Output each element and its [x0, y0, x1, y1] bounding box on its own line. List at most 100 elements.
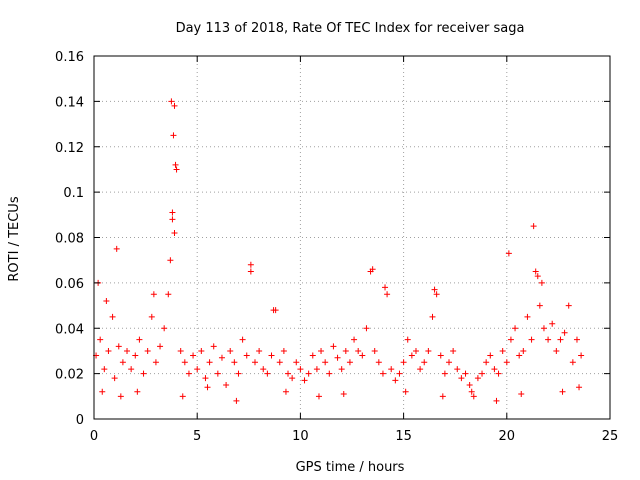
data-point — [172, 161, 179, 168]
data-point — [204, 384, 211, 391]
data-point — [553, 347, 560, 354]
y-tick-label: 0.12 — [55, 141, 84, 156]
data-point — [479, 370, 486, 377]
data-point — [576, 384, 583, 391]
data-point — [441, 370, 448, 377]
data-point — [507, 336, 514, 343]
data-point — [185, 370, 192, 377]
data-point — [313, 366, 320, 373]
data-point — [437, 352, 444, 359]
data-point — [379, 370, 386, 377]
data-point — [115, 343, 122, 350]
data-point — [412, 347, 419, 354]
y-tick-label: 0.04 — [55, 322, 84, 337]
data-point — [404, 336, 411, 343]
data-point — [540, 325, 547, 332]
data-point — [233, 397, 240, 404]
data-point — [578, 352, 585, 359]
data-point — [170, 132, 177, 139]
x-tick-label: 15 — [395, 429, 412, 444]
data-point — [466, 381, 473, 388]
x-tick-label: 0 — [90, 429, 98, 444]
data-point — [206, 359, 213, 366]
data-point — [167, 257, 174, 264]
data-point — [505, 250, 512, 257]
data-point — [499, 347, 506, 354]
data-point — [503, 359, 510, 366]
data-point — [534, 273, 541, 280]
data-point — [231, 359, 238, 366]
data-point — [545, 336, 552, 343]
x-axis-label: GPS time / hours — [296, 460, 405, 475]
data-point — [103, 298, 110, 305]
data-point — [340, 391, 347, 398]
x-tick-label: 10 — [292, 429, 309, 444]
data-point — [338, 366, 345, 373]
data-point — [179, 393, 186, 400]
data-point — [425, 347, 432, 354]
y-tick-label: 0 — [76, 413, 84, 428]
data-point — [157, 343, 164, 350]
data-point — [285, 370, 292, 377]
data-point — [315, 393, 322, 400]
data-point — [400, 359, 407, 366]
data-point — [371, 347, 378, 354]
data-point — [346, 359, 353, 366]
data-point — [532, 268, 539, 275]
data-point — [439, 393, 446, 400]
data-point — [152, 359, 159, 366]
data-point — [198, 347, 205, 354]
plot-frame — [93, 55, 611, 420]
data-point — [148, 313, 155, 320]
data-point — [105, 347, 112, 354]
x-tick-label: 25 — [602, 429, 619, 444]
data-point — [251, 359, 258, 366]
data-point — [264, 370, 271, 377]
data-point — [268, 352, 275, 359]
data-point — [109, 313, 116, 320]
data-point — [134, 388, 141, 395]
data-point — [293, 359, 300, 366]
data-point — [433, 291, 440, 298]
data-point — [483, 359, 490, 366]
data-point — [119, 359, 126, 366]
data-point — [194, 366, 201, 373]
data-point — [190, 352, 197, 359]
data-point — [132, 352, 139, 359]
data-point — [214, 370, 221, 377]
data-point — [421, 359, 428, 366]
y-tick-label: 0.06 — [55, 277, 84, 292]
data-point — [474, 375, 481, 382]
data-point — [289, 375, 296, 382]
grid — [94, 56, 610, 419]
y-tick-label: 0.1 — [63, 186, 84, 201]
data-point — [171, 229, 178, 236]
data-point — [235, 370, 242, 377]
data-point — [468, 388, 475, 395]
data-point — [243, 352, 250, 359]
data-point — [495, 370, 502, 377]
data-point — [363, 325, 370, 332]
y-tick-label: 0.08 — [55, 232, 84, 247]
data-point — [491, 366, 498, 373]
data-point — [342, 347, 349, 354]
data-point — [493, 397, 500, 404]
data-point — [168, 98, 175, 105]
data-point — [247, 268, 254, 275]
data-point — [565, 302, 572, 309]
data-point — [470, 393, 477, 400]
data-point — [512, 325, 519, 332]
data-point — [270, 307, 277, 314]
data-point — [260, 366, 267, 373]
data-point — [101, 366, 108, 373]
data-point — [516, 352, 523, 359]
data-point — [569, 359, 576, 366]
data-point — [169, 209, 176, 216]
data-point — [144, 347, 151, 354]
data-point — [557, 336, 564, 343]
data-point — [520, 347, 527, 354]
data-point — [165, 291, 172, 298]
data-point — [538, 279, 545, 286]
y-axis-label: ROTI / TECUs — [7, 196, 22, 281]
data-point — [218, 354, 225, 361]
